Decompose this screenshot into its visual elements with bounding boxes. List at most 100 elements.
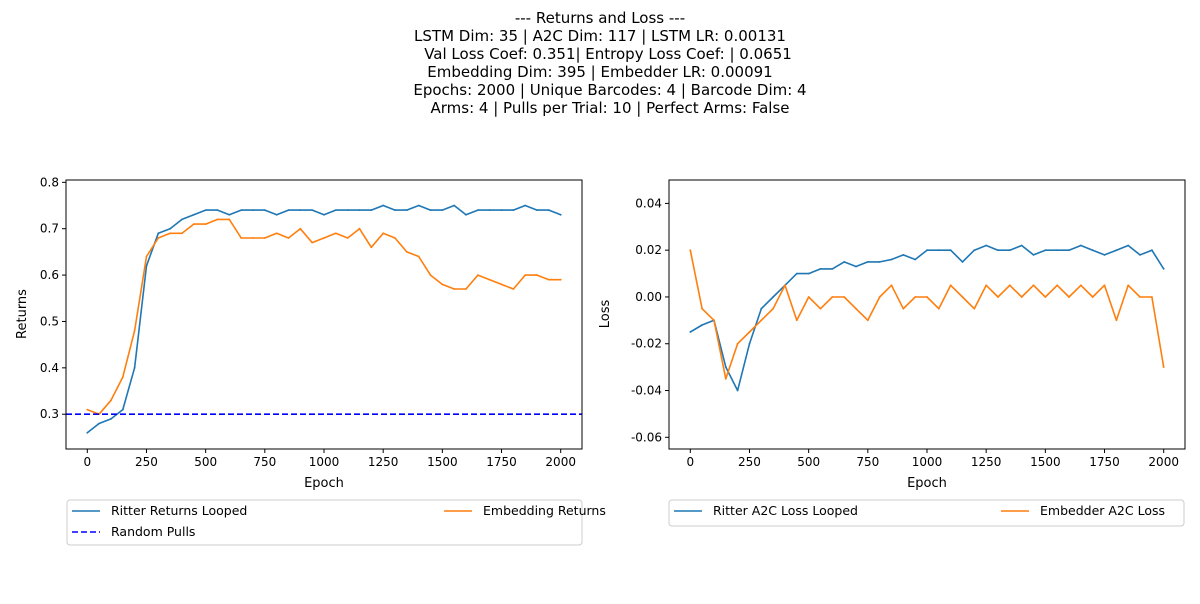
returns-series-ritter-returns-looped-point	[512, 209, 515, 212]
loss-series-embedder-a2c-loss-point	[973, 307, 976, 310]
loss-series-ritter-a2c-loss-looped-point	[1127, 244, 1130, 247]
loss-x-axis: 0 250 500 750 1000 1250 1500 1750 2000	[686, 449, 1179, 469]
loss-series-embedder-a2c-loss-point	[926, 296, 928, 298]
loss-series-embedder-a2c-loss-point	[1068, 296, 1070, 298]
returns-series-ritter-returns-looped-point	[465, 213, 467, 216]
loss-series-embedder-a2c-loss-point	[843, 296, 846, 298]
returns-series-embedding-returns-point	[133, 329, 136, 332]
loss-series-embedder-a2c-loss-point	[902, 307, 905, 310]
returns-series-embedding-returns-point	[370, 246, 373, 249]
loss-x-tick-label: 0	[686, 455, 694, 469]
loss-series-embedder-a2c-loss-point	[831, 296, 834, 298]
loss-series-ritter-a2c-loss-looped-point	[1139, 254, 1141, 256]
loss-plot-area	[689, 244, 1165, 392]
returns-chart: 0 250 500 750 1000 1250 1500 1750 2000 0.3 0.4 0.5…	[15, 175, 606, 546]
loss-series-ritter-a2c-loss-looped-point	[807, 272, 810, 275]
returns-plot-area	[66, 204, 582, 434]
returns-series-ritter-returns-looped-point	[299, 209, 302, 212]
returns-series-embedding-returns-point	[524, 274, 527, 276]
loss-series-embedder-a2c-loss-point	[1056, 284, 1059, 287]
returns-series-ritter-returns-looped-point	[287, 209, 290, 212]
returns-series-ritter-returns-looped-legend-label: Ritter Returns Looped	[111, 503, 247, 518]
returns-series-embedding-returns-point	[346, 237, 349, 239]
loss-series-ritter-a2c-loss-looped-point	[937, 249, 940, 252]
suptitle-line: --- Returns and Loss ---	[515, 9, 685, 27]
returns-series-ritter-returns-looped-point	[228, 213, 231, 216]
returns-series-ritter-returns-looped-point	[358, 209, 361, 212]
returns-series-ritter-returns-looped-point	[346, 209, 349, 212]
loss-series-ritter-a2c-loss-looped-point	[843, 261, 846, 263]
returns-series-embedding-returns-point	[121, 376, 124, 378]
loss-series-ritter-a2c-loss-looped-point	[760, 307, 763, 310]
returns-series-ritter-returns-looped-point	[334, 209, 337, 212]
loss-series-embedder-a2c-loss-point	[1115, 319, 1118, 322]
returns-series-ritter-returns-looped-point	[121, 408, 124, 411]
loss-series-embedder-a2c-loss-point	[1103, 284, 1106, 287]
returns-series-ritter-returns-looped-point	[145, 264, 148, 267]
returns-series-ritter-returns-looped-point	[275, 213, 278, 216]
loss-series-embedder-a2c-loss-point	[736, 342, 739, 345]
returns-series-embedding-returns-point	[299, 227, 302, 230]
loss-series-embedder-a2c-loss-point	[807, 296, 810, 298]
loss-series-embedder-a2c-loss-point	[701, 307, 703, 310]
loss-y-axis: -0.06 -0.04 -0.02 0.00 0.02 0.04	[631, 196, 669, 444]
loss-y-tick-label: -0.06	[631, 430, 662, 444]
returns-x-tick-label: 0	[83, 455, 91, 469]
loss-series-embedder-a2c-loss-point	[1044, 296, 1047, 298]
loss-series-embedder-a2c-loss-point	[760, 319, 763, 322]
returns-series-embedding-returns-point	[417, 255, 420, 258]
returns-series-embedding-returns-legend-label: Embedding Returns	[483, 503, 606, 518]
returns-y-tick-label: 0.8	[40, 175, 59, 189]
loss-series-ritter-a2c-loss-looped-point	[1008, 249, 1011, 252]
loss-series-embedder-a2c-loss-point	[985, 284, 988, 287]
loss-y-tick-label: 0.00	[635, 290, 662, 304]
loss-x-tick-label: 750	[856, 455, 879, 469]
returns-y-axis-label: Returns	[15, 289, 30, 339]
loss-series-embedder-a2c-loss-point	[1162, 366, 1165, 368]
loss-series-ritter-a2c-loss-looped-point	[701, 324, 703, 326]
returns-series-embedding-returns-point	[145, 255, 148, 258]
returns-series-ritter-returns-looped-point	[370, 209, 373, 212]
loss-series-embedder-a2c-loss-point	[795, 319, 798, 322]
returns-series-embedding-returns-point	[453, 288, 456, 290]
loss-x-tick-label: 1000	[912, 455, 943, 469]
loss-series-ritter-a2c-loss-looped-point	[1044, 249, 1047, 252]
loss-series-ritter-a2c-loss-looped-point	[724, 366, 727, 368]
returns-y-tick-label: 0.3	[40, 407, 59, 421]
loss-series-embedder-a2c-loss-point	[961, 296, 964, 298]
loss-series-embedder-a2c-loss-point	[855, 307, 857, 310]
loss-series-ritter-a2c-loss-looped-point	[902, 254, 905, 256]
loss-x-tick-label: 1750	[1089, 455, 1120, 469]
loss-series-ritter-a2c-loss-looped-point	[866, 261, 869, 263]
loss-legend-frame	[668, 499, 1185, 527]
returns-series-embedding-returns-point	[394, 237, 396, 239]
loss-series-embedder-a2c-loss-point	[1008, 284, 1011, 287]
loss-series-ritter-a2c-loss-looped-point	[949, 249, 952, 252]
loss-series-ritter-a2c-loss-looped-point	[1080, 244, 1082, 247]
returns-y-axis: 0.3 0.4 0.5 0.6 0.7 0.8	[40, 175, 66, 421]
returns-series-embedding-returns-point	[323, 237, 325, 239]
returns-series-embedding-returns-point	[559, 278, 562, 281]
returns-series-ritter-returns-looped-point	[240, 209, 243, 212]
loss-series-embedder-a2c-loss-point	[866, 319, 869, 322]
returns-series-embedding-returns-point	[358, 227, 361, 230]
returns-y-tick-label: 0.5	[40, 314, 59, 328]
loss-series-ritter-a2c-loss-looped-point	[772, 296, 774, 298]
loss-series-embedder-a2c-loss-point	[713, 319, 715, 322]
returns-series-ritter-returns-looped-point	[488, 209, 491, 212]
returns-series-ritter-returns-looped-point	[429, 209, 432, 212]
returns-series-embedding-returns-point	[382, 232, 385, 235]
loss-series-embedder-a2c-loss-point	[784, 284, 786, 287]
loss-series-ritter-a2c-loss-looped-point	[1032, 254, 1035, 256]
returns-x-tick-label: 1750	[486, 455, 517, 469]
loss-series-embedder-a2c-loss-point	[949, 284, 952, 287]
returns-x-axis: 0 250 500 750 1000 1250 1500 1750 2000	[83, 449, 576, 469]
loss-series-embedder-a2c-loss-legend-label: Embedder A2C Loss	[1040, 503, 1165, 518]
returns-series-ritter-returns-looped-point	[441, 209, 444, 212]
returns-series-embedding-returns-point	[548, 278, 550, 281]
returns-series-embedding-returns-point	[204, 223, 207, 226]
returns-series-embedding-returns-point	[252, 237, 254, 239]
loss-series-ritter-a2c-loss-looped-point	[878, 261, 881, 263]
loss-series-ritter-a2c-loss-looped-point	[1115, 249, 1118, 252]
loss-series-embedder-a2c-loss-point	[1020, 296, 1023, 298]
